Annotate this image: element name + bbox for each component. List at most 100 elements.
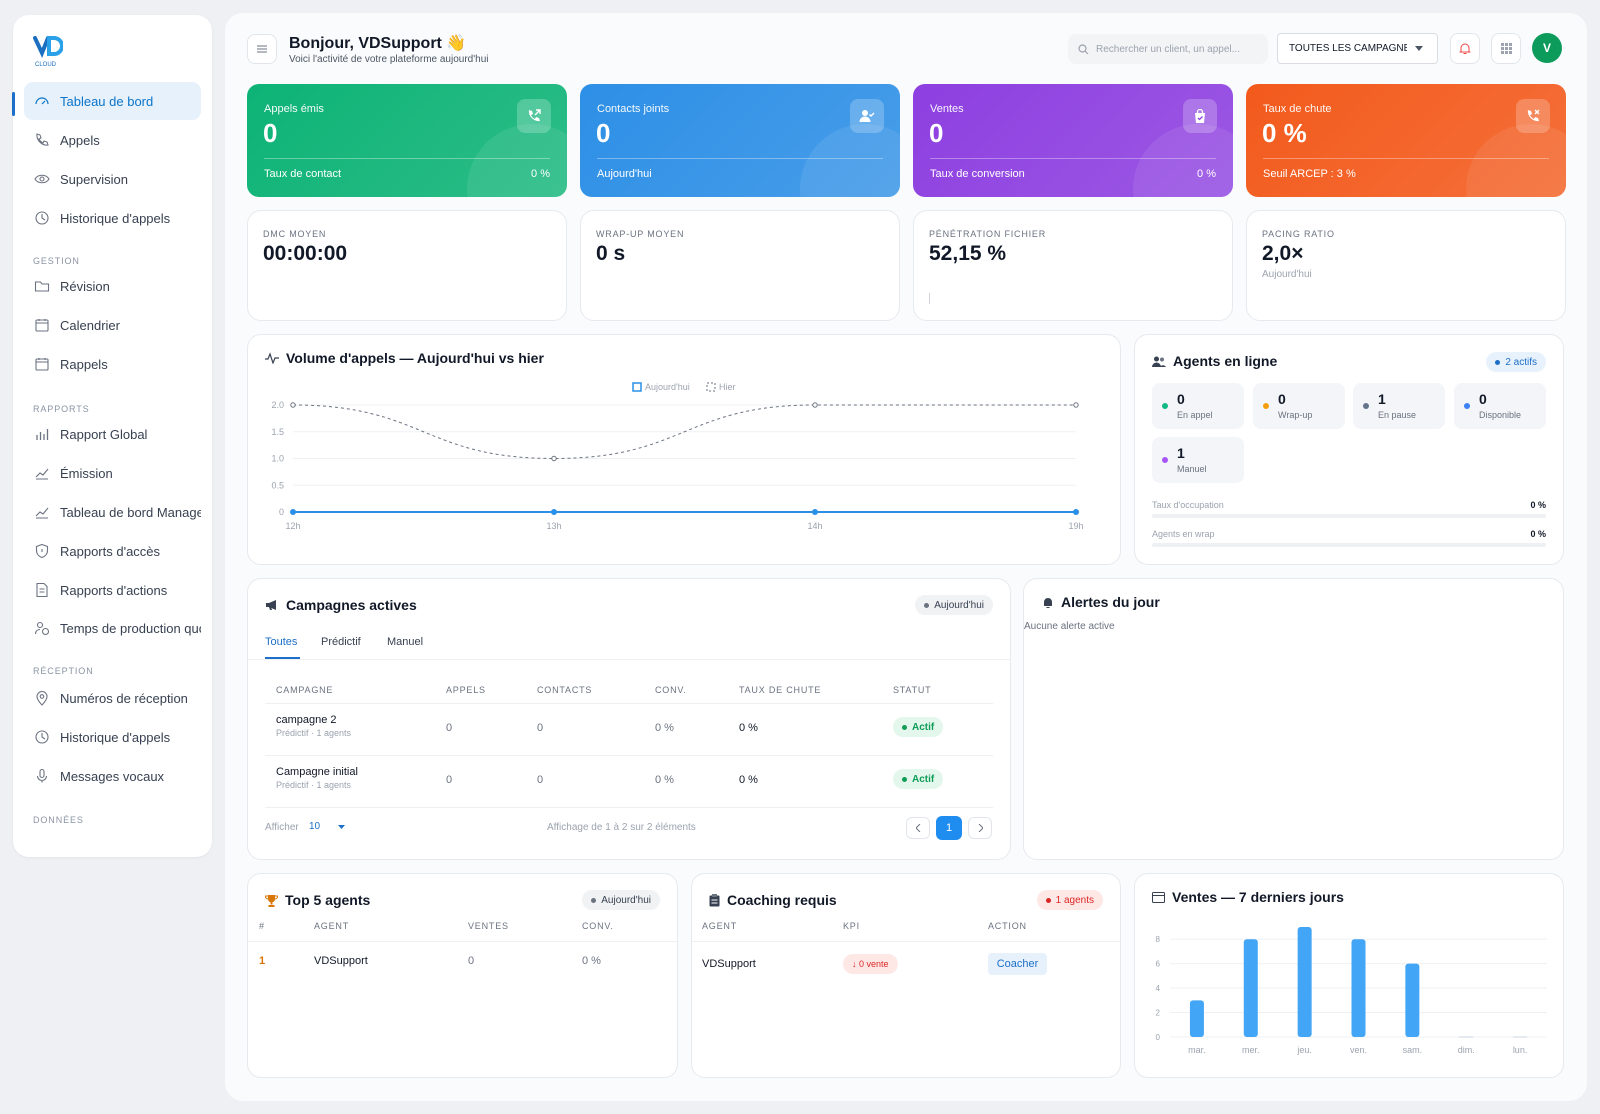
- col-kpi: KPI: [843, 921, 860, 931]
- coaching-title-wrap: Coaching requis: [709, 892, 837, 908]
- agent-status-tile-en-pause: 1 En pause: [1353, 383, 1445, 429]
- stat-card-dmc-moyen: DMC MOYEN 00:00:00: [247, 210, 567, 321]
- stat-card-wrap-up-moyen: WRAP-UP MOYEN 0 s: [580, 210, 900, 321]
- calendar-icon: [35, 319, 49, 332]
- sidebar-item-rappels[interactable]: Rappels: [24, 345, 201, 383]
- sidebar-item-historique-d-appels[interactable]: Historique d'appels: [24, 199, 201, 237]
- stat-label: DMC MOYEN: [263, 229, 327, 239]
- agents-active-badge-text: 2 actifs: [1505, 356, 1537, 368]
- sidebar-item-rapports-d-acc-s[interactable]: Rapports d'accès: [24, 532, 201, 570]
- page-1-button[interactable]: 1: [936, 816, 962, 840]
- kpi-label: Appels émis: [264, 103, 324, 115]
- agents-active-badge: 2 actifs: [1486, 352, 1546, 372]
- col-action: ACTION: [988, 921, 1027, 931]
- alerts-title: Alertes du jour: [1061, 594, 1160, 610]
- sidebar-item-num-ros-de-r-ception[interactable]: Numéros de réception: [24, 679, 201, 717]
- top-agents-badge: Aujourd'hui: [582, 890, 660, 910]
- sales-chart: 0 2 4 6 8 mar. mer. jeu. ven. sam. dim. lun.: [1156, 927, 1547, 1055]
- y-tick-label: 2.0: [271, 400, 284, 410]
- kpi-card-taux-de-chute[interactable]: Taux de chute 0 % Seuil ARCEP : 3 %: [1246, 84, 1566, 197]
- sidebar-item-appels[interactable]: Appels: [24, 121, 201, 159]
- chevron-right-icon: [978, 824, 983, 832]
- sidebar-item-label: Numéros de réception: [60, 690, 188, 706]
- avatar[interactable]: V: [1532, 33, 1562, 63]
- sidebar-item-rapport-global[interactable]: Rapport Global: [24, 415, 201, 453]
- bell-icon: [1042, 597, 1054, 608]
- sidebar-item-label: Émission: [60, 465, 113, 481]
- phone-missed-icon: [1516, 99, 1550, 133]
- status-dot: [1464, 403, 1470, 409]
- sidebar-item-rapports-d-actions[interactable]: Rapports d'actions: [24, 571, 201, 609]
- sidebar-item-historique-d-appels[interactable]: Historique d'appels: [24, 718, 201, 756]
- sidebar-item-supervision[interactable]: Supervision: [24, 160, 201, 198]
- sidebar-item-label: Rappels: [60, 356, 108, 372]
- kpi-card-ventes[interactable]: Ventes 0 Taux de conversion 0 %: [913, 84, 1233, 197]
- top-agents-title: Top 5 agents: [285, 892, 371, 908]
- sidebar-item-tableau-de-bord[interactable]: Tableau de bord: [24, 82, 201, 120]
- stat-value: 52,15 %: [929, 242, 1007, 265]
- campaigns-badge: Aujourd'hui: [915, 595, 993, 615]
- y-tick-label: 0: [1156, 1033, 1161, 1042]
- apps-button[interactable]: [1491, 33, 1521, 64]
- menu-toggle-button[interactable]: [247, 34, 277, 64]
- sidebar-item-r-vision[interactable]: Révision: [24, 267, 201, 305]
- avatar-initial: V: [1542, 41, 1551, 55]
- eye-icon: [34, 174, 50, 184]
- tab-active-underline: [265, 657, 300, 659]
- coaching-badge-text: 1 agents: [1055, 894, 1094, 906]
- legend-label-hier: Hier: [719, 382, 736, 392]
- status-dot: [1162, 457, 1168, 463]
- user-clock-icon: [34, 621, 50, 636]
- pulse-icon: [265, 352, 279, 364]
- sidebar-item-messages-vocaux[interactable]: Messages vocaux: [24, 757, 201, 795]
- badge-dot: [924, 602, 930, 608]
- sidebar-item-temps-de-production-quotidien[interactable]: Temps de production quotidien: [24, 609, 201, 647]
- decorative-circle: [1466, 124, 1566, 197]
- next-page-button[interactable]: [968, 817, 992, 839]
- agent-status-count: 0: [1177, 391, 1185, 407]
- agent-status-tile-en-appel: 0 En appel: [1152, 383, 1244, 429]
- search-icon: [1078, 43, 1089, 54]
- tab-manuel[interactable]: Manuel: [387, 636, 423, 648]
- agents-title-wrap: Agents en ligne: [1152, 353, 1277, 369]
- kpi-value: 0: [263, 118, 278, 148]
- status-badge: Actif: [893, 717, 944, 737]
- wrap-bar: [1152, 543, 1546, 547]
- sidebar-item-tableau-de-bord-manager[interactable]: Tableau de bord Manager: [24, 493, 201, 531]
- volume-chart: 0 0.5 1.0 1.5 2.0 12h 13h 14h 19h Aujourd'hui Hier: [271, 382, 1083, 531]
- caret-down-icon: [1415, 46, 1423, 51]
- brand-logo[interactable]: CLOUD: [33, 35, 64, 68]
- pin-icon: [36, 691, 48, 706]
- page-size-select[interactable]: 10: [309, 821, 346, 832]
- trend-icon: [35, 468, 49, 480]
- sidebar-item-calendrier[interactable]: Calendrier: [24, 306, 201, 344]
- bar-jeu: [1297, 927, 1312, 1037]
- campaigns-title: Campagnes actives: [286, 597, 417, 613]
- sidebar-item--mission[interactable]: Émission: [24, 454, 201, 492]
- tab-toutes[interactable]: Toutes: [265, 636, 297, 648]
- kpi-card-contacts-joints[interactable]: Contacts joints 0 Aujourd'hui: [580, 84, 900, 197]
- sidebar-item-label: Calendrier: [60, 317, 120, 333]
- y-tick-label: 1.0: [271, 454, 284, 464]
- agent-status-label: Disponible: [1479, 410, 1522, 420]
- search-input[interactable]: Rechercher un client, un appel...: [1068, 34, 1268, 64]
- campaign-select[interactable]: TOUTES LES CAMPAGNES: [1277, 33, 1438, 64]
- brand-sub: CLOUD: [35, 62, 57, 68]
- occupation-value: 0 %: [1530, 500, 1546, 510]
- kpi-footer: Seuil ARCEP : 3 %: [1263, 168, 1356, 180]
- kpi-card-appels-emis[interactable]: Appels émis 0 Taux de contact 0 %: [247, 84, 567, 197]
- clock-icon: [35, 211, 49, 225]
- table-row[interactable]: [265, 704, 993, 756]
- page-title: Bonjour, VDSupport 👋: [289, 35, 467, 52]
- agent-status-count: 0: [1479, 391, 1487, 407]
- notifications-button[interactable]: [1450, 33, 1480, 64]
- coach-button[interactable]: Coacher: [988, 953, 1047, 975]
- prev-page-button[interactable]: [906, 817, 930, 839]
- col-conv: CONV.: [582, 921, 614, 931]
- chevron-left-icon: [915, 824, 920, 832]
- tab-predictif[interactable]: Prédictif: [321, 636, 361, 648]
- campaign-contacts: 0: [537, 774, 544, 786]
- table-row[interactable]: [265, 756, 993, 808]
- status-dot: [1162, 403, 1168, 409]
- sidebar-item-label: Supervision: [60, 171, 128, 187]
